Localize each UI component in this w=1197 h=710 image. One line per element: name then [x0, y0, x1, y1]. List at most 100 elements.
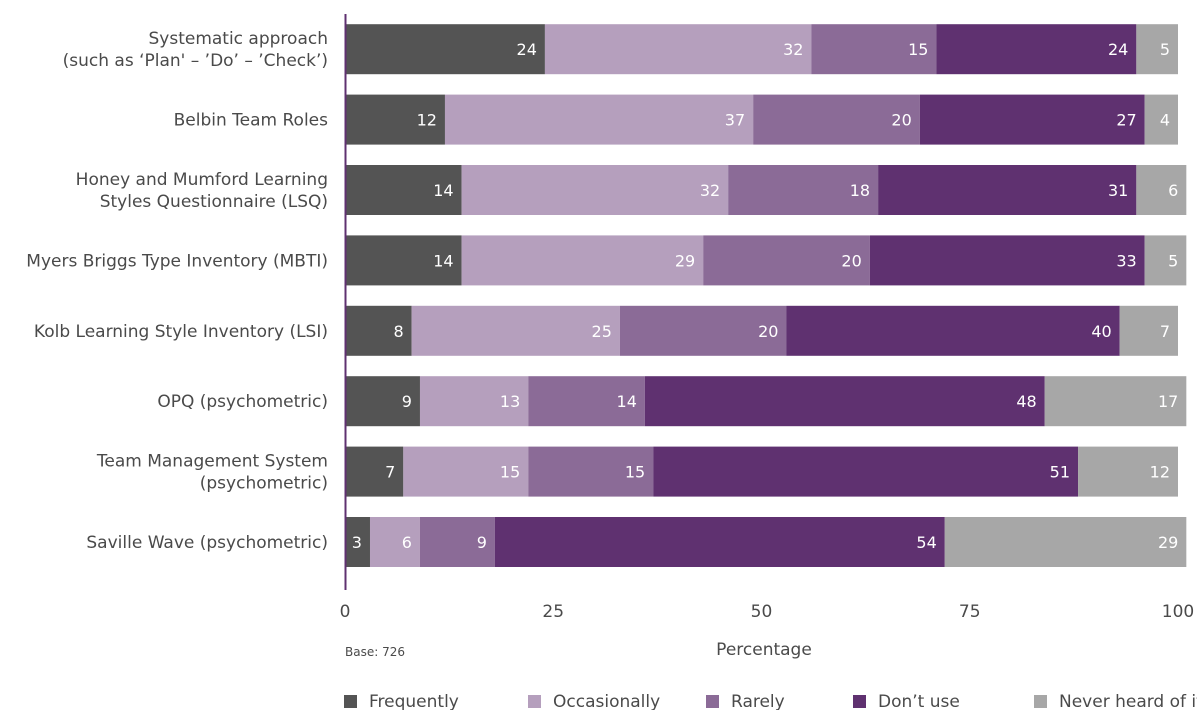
- bar-segment-rarely: [753, 94, 920, 145]
- bar-segment-rarely: [728, 165, 879, 215]
- data-label: 32: [783, 40, 803, 59]
- bar-segment-rarely: [528, 376, 645, 427]
- data-label: 24: [517, 40, 537, 59]
- category-label: Myers Briggs Type Inventory (MBTI): [26, 251, 328, 271]
- x-tick-label: 100: [1162, 602, 1194, 622]
- bar-segment-frequently: [345, 376, 420, 427]
- data-label: 15: [500, 463, 520, 482]
- bar-segment-frequently: [345, 446, 404, 497]
- bar-segment-don-t-use: [653, 446, 1079, 497]
- bar-segment-frequently: [345, 165, 462, 215]
- data-label: 48: [1016, 392, 1036, 411]
- data-label: 18: [850, 181, 870, 200]
- bar-segment-rarely: [419, 517, 495, 567]
- data-label: 3: [352, 533, 362, 552]
- category-label: Styles Questionnaire (LSQ): [100, 192, 328, 212]
- bar-segment-frequently: [345, 24, 545, 75]
- bar-segment-don-t-use: [936, 24, 1137, 75]
- x-tick-label: 75: [959, 602, 981, 622]
- data-label: 7: [385, 463, 395, 482]
- data-label: 12: [417, 111, 437, 130]
- legend-swatch: [1034, 695, 1047, 708]
- legend-label: Don’t use: [878, 692, 960, 710]
- bar-segment-don-t-use: [786, 305, 1120, 356]
- data-label: 6: [1168, 181, 1178, 200]
- bar-segment-don-t-use: [919, 94, 1145, 145]
- bar-segment-don-t-use: [869, 235, 1145, 286]
- bar-segment-occasionally: [444, 94, 754, 145]
- x-axis-ticks-group: 0 25 50 75 100: [340, 602, 1195, 622]
- x-tick-label: 25: [542, 602, 564, 622]
- bar-segment-never-heard-of-it: [1136, 165, 1187, 215]
- category-label: Belbin Team Roles: [174, 111, 329, 131]
- data-label: 37: [725, 111, 745, 130]
- bars-group: [345, 24, 1187, 567]
- data-label: 4: [1160, 111, 1170, 130]
- bar-segment-never-heard-of-it: [1044, 376, 1187, 427]
- bar-segment-frequently: [345, 235, 462, 286]
- base-note: Base: 726: [345, 645, 405, 659]
- data-label: 40: [1091, 322, 1111, 341]
- bar-segment-never-heard-of-it: [1119, 305, 1178, 356]
- data-label: 29: [675, 251, 695, 270]
- data-label: 17: [1158, 392, 1178, 411]
- bar-segment-occasionally: [403, 446, 529, 497]
- x-axis-title: Percentage: [716, 640, 812, 660]
- data-label: 27: [1116, 111, 1136, 130]
- legend-swatch: [528, 695, 541, 708]
- legend-swatch: [706, 695, 719, 708]
- data-label: 14: [433, 251, 453, 270]
- data-label: 32: [700, 181, 720, 200]
- category-label: (such as ‘Plan' – ’Do’ – ’Check’): [63, 51, 328, 71]
- data-label: 31: [1108, 181, 1128, 200]
- legend-label: Rarely: [731, 692, 785, 710]
- bar-segment-frequently: [345, 517, 370, 567]
- category-labels-group: Systematic approach(such as ‘Plan' – ’Do…: [26, 29, 328, 553]
- bar-segment-never-heard-of-it: [1136, 24, 1178, 75]
- data-label: 51: [1050, 463, 1070, 482]
- data-label: 54: [916, 533, 936, 552]
- category-label: Systematic approach: [148, 29, 328, 49]
- legend: Frequently Occasionally Rarely Don’t use Nev…: [344, 692, 1197, 710]
- legend-label: Occasionally: [553, 692, 660, 710]
- bar-segment-don-t-use: [878, 165, 1137, 215]
- legend-swatch: [344, 695, 357, 708]
- bar-segment-don-t-use: [644, 376, 1045, 427]
- bar-segment-frequently: [345, 94, 445, 145]
- data-label: 12: [1150, 463, 1170, 482]
- bar-segment-rarely: [528, 446, 654, 497]
- data-label: 15: [908, 40, 928, 59]
- bar-segment-frequently: [345, 305, 412, 356]
- bar-segment-occasionally: [411, 305, 620, 356]
- legend-swatch: [853, 695, 866, 708]
- bar-segment-never-heard-of-it: [1078, 446, 1178, 497]
- data-label: 14: [617, 392, 637, 411]
- data-label: 7: [1160, 322, 1170, 341]
- category-label: (psychometric): [200, 474, 328, 494]
- legend-label: Frequently: [369, 692, 459, 710]
- bar-segment-never-heard-of-it: [1144, 94, 1178, 145]
- data-label: 33: [1116, 251, 1136, 270]
- data-label: 24: [1108, 40, 1128, 59]
- data-label: 25: [592, 322, 612, 341]
- category-label: OPQ (psychometric): [157, 392, 328, 412]
- data-label: 13: [500, 392, 520, 411]
- category-label: Honey and Mumford Learning: [76, 170, 328, 190]
- data-label: 5: [1168, 251, 1178, 270]
- data-label: 20: [891, 111, 911, 130]
- bar-segment-occasionally: [544, 24, 812, 75]
- category-label: Kolb Learning Style Inventory (LSI): [34, 322, 328, 342]
- bar-segment-rarely: [619, 305, 787, 356]
- data-label: 29: [1158, 533, 1178, 552]
- data-label: 8: [393, 322, 403, 341]
- data-label: 6: [402, 533, 412, 552]
- data-label: 20: [841, 251, 861, 270]
- bar-segment-occasionally: [419, 376, 529, 427]
- data-label: 20: [758, 322, 778, 341]
- bar-segment-occasionally: [461, 235, 704, 286]
- bar-segment-don-t-use: [494, 517, 945, 567]
- data-label: 5: [1160, 40, 1170, 59]
- bar-segment-never-heard-of-it: [944, 517, 1187, 567]
- bar-segment-occasionally: [461, 165, 729, 215]
